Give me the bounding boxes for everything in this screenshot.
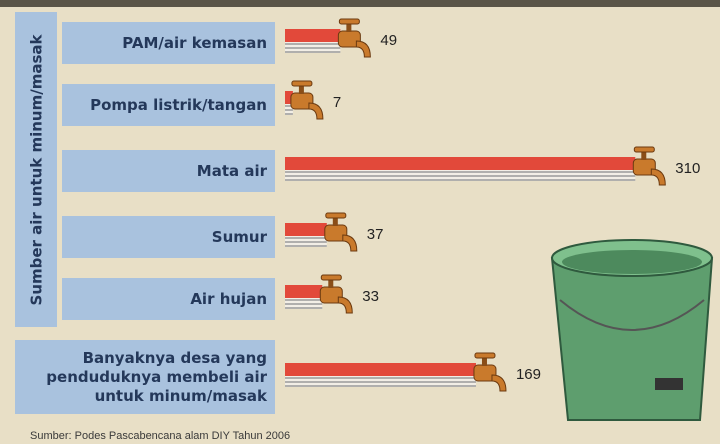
bar-top <box>285 223 327 236</box>
category-label: Mata air <box>62 150 275 192</box>
bar-top <box>285 363 476 376</box>
y-axis-label: Sumber air untuk minum/masak <box>28 34 46 306</box>
value-label: 169 <box>516 366 541 383</box>
category-label: Air hujan <box>62 278 275 320</box>
bucket <box>552 240 712 420</box>
category-label: Pompa listrik/tangan <box>62 84 275 126</box>
top-strip <box>0 0 720 7</box>
faucet-spout <box>356 41 370 57</box>
faucet <box>338 19 370 57</box>
category-label-wrap: Mata air <box>62 150 275 192</box>
value-label: 37 <box>367 226 384 243</box>
faucet <box>474 353 506 391</box>
category-label-wrap: PAM/air kemasan <box>62 22 275 64</box>
value-label: 33 <box>362 288 379 305</box>
faucet <box>320 275 352 313</box>
faucet-spout <box>338 297 352 313</box>
category-label-wrap: Sumur <box>62 216 275 258</box>
faucet-handle <box>475 353 495 358</box>
bar-top <box>285 29 340 42</box>
category-label-wrap: Banyaknya desa yang penduduknya membeli … <box>15 340 275 414</box>
faucet-handle <box>326 213 346 218</box>
faucet <box>325 213 357 251</box>
faucet-spout <box>343 235 357 251</box>
faucet-handle <box>339 19 359 24</box>
category-label: Banyaknya desa yang penduduknya membeli … <box>15 340 275 414</box>
faucet <box>291 81 323 119</box>
faucet-handle <box>634 147 654 152</box>
faucet-spout <box>651 169 665 185</box>
faucet-spout <box>309 103 323 119</box>
value-label: 310 <box>675 160 700 177</box>
category-label-wrap: Air hujan <box>62 278 275 320</box>
faucet-handle <box>321 275 341 280</box>
source-note: Sumber: Podes Pascabencana alam DIY Tahu… <box>30 430 290 442</box>
faucet-spout <box>492 375 506 391</box>
bar-top <box>285 157 635 170</box>
chart: Sumber air untuk minum/masak Sumber: Pod… <box>0 0 720 444</box>
category-label-wrap: Pompa listrik/tangan <box>62 84 275 126</box>
bar-top <box>285 285 322 298</box>
faucet <box>633 147 665 185</box>
category-label: Sumur <box>62 216 275 258</box>
faucet-handle <box>292 81 312 86</box>
category-label: PAM/air kemasan <box>62 22 275 64</box>
value-label: 7 <box>333 94 341 111</box>
value-label: 49 <box>380 32 397 49</box>
